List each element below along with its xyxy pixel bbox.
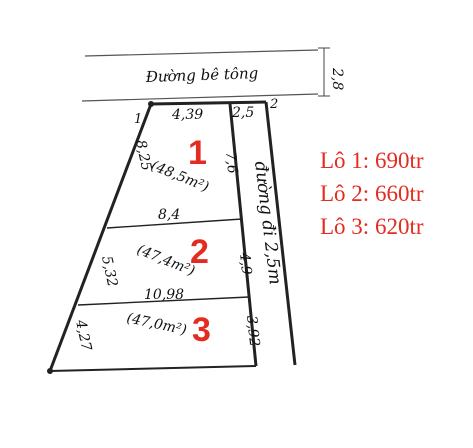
road-bottom-edge (81, 93, 319, 102)
lot-1: 1 (48,5m²) (149, 134, 212, 196)
dim-left-lot1: 8,25 (132, 139, 154, 173)
dim-alley-width: 2,5 (231, 105, 254, 121)
dim-left-lot3: 4,27 (72, 318, 94, 353)
alley-right-edge (264, 101, 297, 366)
lot-3: 3 (47,0m²) (125, 310, 211, 349)
corner-marker-1 (148, 101, 154, 107)
plot-top-edge (150, 100, 267, 106)
price-list: Lô 1: 690tr Lô 2: 660tr Lô 3: 620tr (320, 144, 470, 243)
plot-outline (47, 100, 297, 374)
road-width-label: 2,8 (329, 67, 345, 90)
price-lot-3: Lô 3: 620tr (320, 214, 424, 239)
road-label: Đường bê tông (145, 64, 259, 86)
price-lot-2: Lô 2: 660tr (320, 181, 424, 206)
plot-bottom-edge (49, 365, 257, 372)
lot-3-number: 3 (192, 311, 211, 349)
plot-right-edge (228, 103, 258, 367)
lot-2-area: (47,4m²) (135, 242, 198, 280)
dim-top-edge: 4,39 (171, 107, 203, 123)
lot-3-area: (47,0m²) (125, 310, 188, 338)
lot-divider-1-2 (106, 218, 243, 229)
lot-1-number: 1 (188, 134, 207, 172)
road-top-edge (84, 49, 319, 57)
dim-divider-1-2: 8,4 (158, 207, 180, 223)
dim-divider-2-3: 10,98 (144, 287, 184, 303)
dim-right-lot3: 3,92 (243, 315, 262, 348)
corner-label-2: 2 (269, 97, 278, 112)
corner-marker-bottom (47, 368, 53, 374)
price-lot-1: Lô 1: 690tr (320, 148, 424, 173)
dim-right-lot2: 4,9 (236, 251, 254, 276)
corner-label-1: 1 (134, 112, 142, 127)
dim-left-lot2: 5,32 (98, 255, 120, 289)
plot-left-edge (48, 103, 153, 372)
concrete-road: Đường bê tông 2,8 (81, 47, 345, 102)
lot-divider-2-3 (77, 296, 250, 306)
dim-right-lot1: 7,6 (222, 151, 240, 175)
lot-2: 2 (47,4m²) (135, 233, 209, 280)
lot-2-number: 2 (190, 233, 209, 271)
